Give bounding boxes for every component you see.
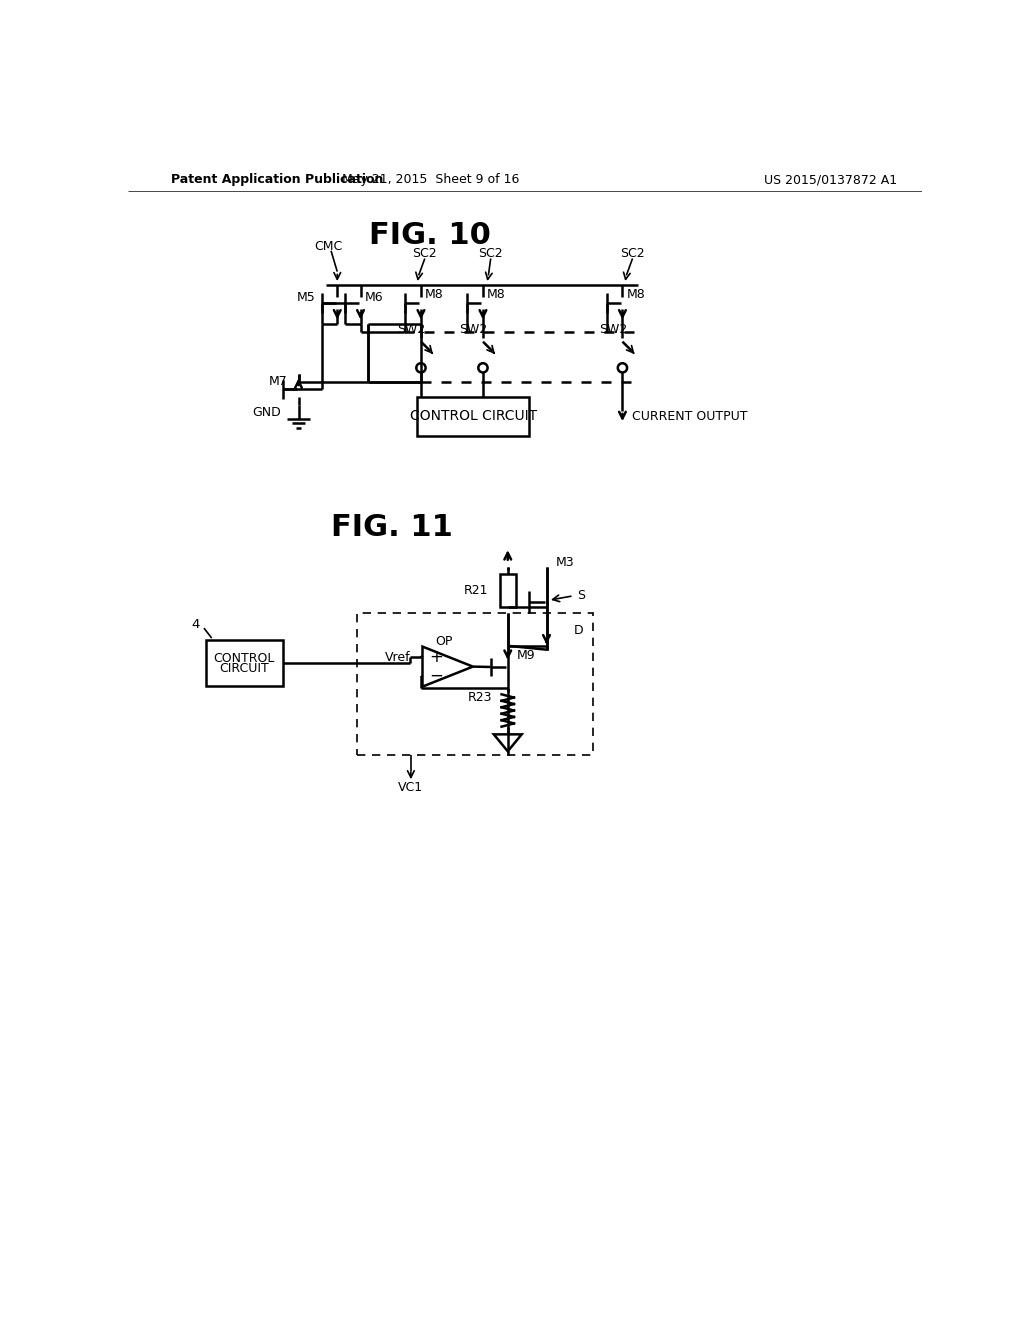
Polygon shape <box>423 647 473 686</box>
Text: SW2: SW2 <box>460 323 487 335</box>
Polygon shape <box>494 734 521 751</box>
Text: CIRCUIT: CIRCUIT <box>219 661 269 675</box>
Text: S: S <box>578 589 586 602</box>
Text: M8: M8 <box>486 288 506 301</box>
Text: SC2: SC2 <box>413 247 437 260</box>
Text: SW2: SW2 <box>599 323 628 335</box>
Text: CONTROL CIRCUIT: CONTROL CIRCUIT <box>410 409 537 424</box>
Text: GND: GND <box>253 407 282 418</box>
Text: CMC: CMC <box>313 240 342 253</box>
Text: R21: R21 <box>464 583 488 597</box>
Text: US 2015/0137872 A1: US 2015/0137872 A1 <box>764 173 897 186</box>
Text: SC2: SC2 <box>478 247 503 260</box>
Text: VC1: VC1 <box>398 781 424 795</box>
FancyBboxPatch shape <box>417 397 529 436</box>
Text: M7: M7 <box>269 375 288 388</box>
Text: +: + <box>429 648 443 667</box>
Text: SC2: SC2 <box>621 247 645 260</box>
Text: −: − <box>429 667 443 685</box>
Text: R23: R23 <box>468 690 493 704</box>
Text: CURRENT OUTPUT: CURRENT OUTPUT <box>632 409 748 422</box>
Text: M9: M9 <box>517 649 536 661</box>
Text: M6: M6 <box>365 290 383 304</box>
Text: Vref: Vref <box>384 651 410 664</box>
Text: 4: 4 <box>190 618 200 631</box>
Text: D: D <box>573 624 584 638</box>
FancyBboxPatch shape <box>206 640 283 686</box>
Text: May 21, 2015  Sheet 9 of 16: May 21, 2015 Sheet 9 of 16 <box>342 173 519 186</box>
Text: M8: M8 <box>425 288 443 301</box>
Text: M5: M5 <box>297 290 315 304</box>
Text: M3: M3 <box>556 556 574 569</box>
Text: FIG. 10: FIG. 10 <box>370 220 492 249</box>
FancyBboxPatch shape <box>500 574 515 607</box>
Text: CONTROL: CONTROL <box>214 652 274 665</box>
Text: SW2: SW2 <box>397 323 426 335</box>
Text: Patent Application Publication: Patent Application Publication <box>171 173 383 186</box>
Text: OP: OP <box>435 635 453 648</box>
Text: M8: M8 <box>627 288 645 301</box>
Text: FIG. 11: FIG. 11 <box>331 513 453 543</box>
